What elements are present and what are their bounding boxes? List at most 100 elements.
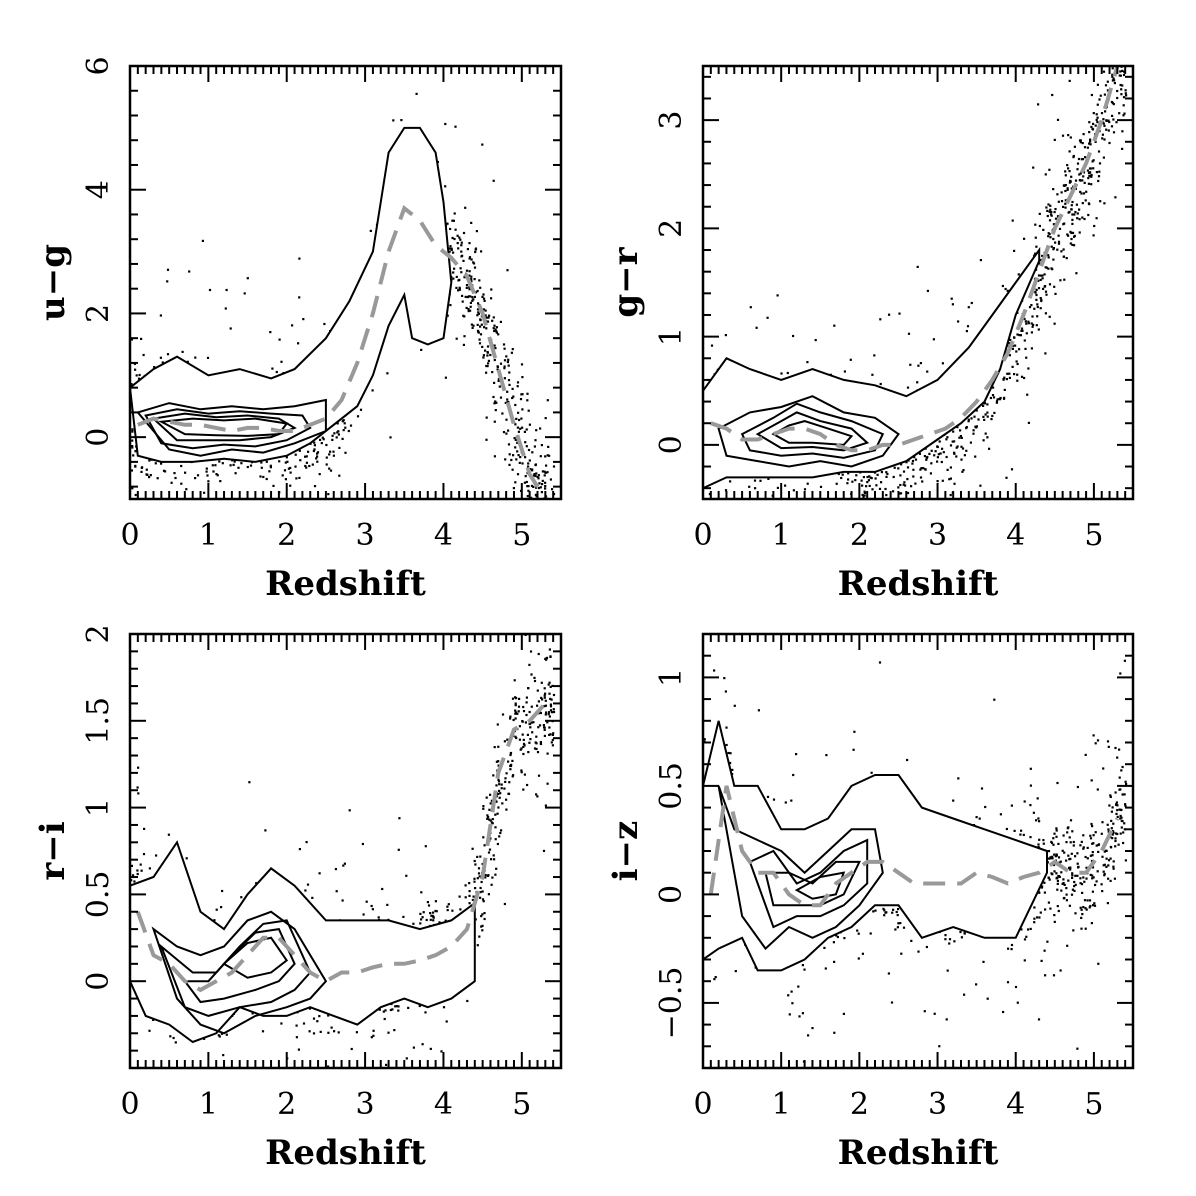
scatter-point <box>386 903 389 906</box>
scatter-point <box>528 741 531 744</box>
scatter-point <box>1102 156 1105 159</box>
scatter-point <box>1081 179 1084 182</box>
scatter-point <box>497 333 500 336</box>
scatter-point <box>792 334 795 338</box>
scatter-point <box>487 874 490 877</box>
scatter-point <box>295 1036 298 1039</box>
scatter-point <box>483 917 486 921</box>
scatter-point <box>1024 347 1027 350</box>
scatter-point <box>1092 112 1095 115</box>
scatter-point <box>220 906 223 909</box>
scatter-point <box>451 219 454 222</box>
scatter-point <box>1079 179 1082 182</box>
scatter-point <box>518 738 521 741</box>
scatter-point <box>1092 167 1095 170</box>
scatter-point <box>897 486 900 489</box>
scatter-point <box>532 474 535 477</box>
scatter-point <box>452 277 455 280</box>
scatter-point <box>496 812 499 815</box>
scatter-point <box>509 768 512 771</box>
scatter-point <box>864 502 866 504</box>
scatter-point <box>837 472 840 476</box>
scatter-point <box>965 330 968 333</box>
scatter-point <box>445 1020 448 1023</box>
scatter-point <box>1102 118 1105 121</box>
scatter-point <box>469 305 472 308</box>
scatter-point <box>371 908 374 911</box>
scatter-point <box>917 364 920 367</box>
scatter-point <box>1094 140 1097 143</box>
scatter-point <box>543 513 545 515</box>
scatter-point <box>504 401 507 404</box>
scatter-point <box>536 795 539 798</box>
scatter-point <box>298 257 301 260</box>
scatter-point <box>453 267 456 270</box>
scatter-point <box>507 760 510 763</box>
scatter-point <box>478 935 481 938</box>
plot-area <box>703 66 1128 562</box>
scatter-point <box>545 464 548 467</box>
x-tick-label: 1 <box>772 518 791 553</box>
scatter-point <box>299 504 301 506</box>
scatter-point <box>480 925 483 928</box>
y-axis-label: g−r <box>606 246 646 317</box>
scatter-point <box>271 367 274 370</box>
scatter-point <box>470 275 473 278</box>
scatter-point <box>468 242 471 245</box>
scatter-point <box>275 370 278 374</box>
scatter-point <box>1039 297 1042 300</box>
scatter-point <box>1035 324 1038 327</box>
scatter-point <box>863 494 866 497</box>
scatter-point <box>476 855 479 858</box>
scatter-point <box>520 393 523 396</box>
scatter-point <box>1103 138 1106 141</box>
scatter-point <box>862 495 865 498</box>
scatter-point <box>484 309 487 312</box>
scatter-point <box>803 488 807 491</box>
y-tick-label: 3 <box>654 111 689 130</box>
scatter-point <box>514 717 517 720</box>
scatter-point <box>1045 206 1048 209</box>
scatter-point <box>180 482 183 485</box>
scatter-point <box>460 241 463 244</box>
scatter-point <box>1079 190 1082 193</box>
scatter-point <box>1023 376 1026 380</box>
scatter-point <box>138 373 141 377</box>
scatter-point <box>967 306 970 309</box>
scatter-point <box>843 560 845 562</box>
scatter-point <box>933 454 936 457</box>
scatter-point <box>1103 202 1106 205</box>
scatter-point <box>547 683 550 686</box>
scatter-point <box>1053 138 1056 141</box>
scatter-point <box>1057 200 1060 203</box>
scatter-point <box>518 461 521 464</box>
scatter-point <box>336 431 339 434</box>
scatter-point <box>397 1005 400 1008</box>
x-tick-label: 2 <box>277 1087 296 1122</box>
scatter-point <box>318 1015 321 1018</box>
scatter-point <box>318 872 321 875</box>
scatter-point <box>507 792 510 795</box>
scatter-point <box>530 705 533 708</box>
scatter-point <box>488 848 492 851</box>
scatter-point <box>462 231 466 235</box>
scatter-point <box>876 473 879 476</box>
scatter-point <box>1066 187 1069 190</box>
scatter-point <box>519 748 522 751</box>
scatter-point <box>899 483 902 487</box>
scatter-point <box>546 454 549 457</box>
scatter-point <box>334 868 337 871</box>
scatter-point <box>493 381 496 384</box>
scatter-point <box>880 481 883 484</box>
scatter-point <box>170 481 173 484</box>
scatter-point <box>477 331 480 334</box>
scatter-point <box>320 442 323 445</box>
scatter-point <box>540 502 542 504</box>
scatter-point <box>526 783 529 787</box>
scatter-point <box>371 389 374 392</box>
scatter-point <box>509 715 512 718</box>
scatter-point <box>1052 223 1055 226</box>
scatter-point <box>487 851 491 854</box>
scatter-point <box>370 904 373 908</box>
scatter-point <box>471 847 474 850</box>
